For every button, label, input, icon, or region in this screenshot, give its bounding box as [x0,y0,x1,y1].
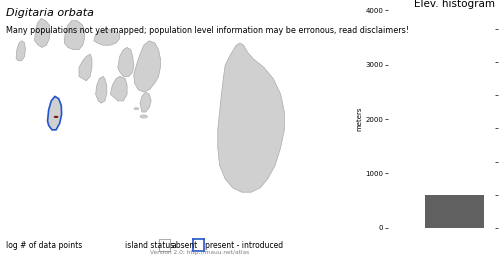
Polygon shape [64,21,84,50]
Text: absent: absent [171,241,197,250]
Text: log # of data points: log # of data points [6,241,82,250]
Polygon shape [48,97,62,130]
Bar [425,195,484,228]
Polygon shape [34,18,50,47]
Polygon shape [94,30,120,45]
Text: Version 2.0; http://mauu.net/atlas: Version 2.0; http://mauu.net/atlas [150,250,250,255]
Ellipse shape [140,115,147,118]
Polygon shape [218,43,284,192]
Ellipse shape [54,116,59,118]
Polygon shape [118,47,134,76]
Text: present - introduced: present - introduced [205,241,283,250]
Text: Many populations not yet mapped; population level information may be erronous, r: Many populations not yet mapped; populat… [6,26,409,35]
Polygon shape [79,54,92,81]
Polygon shape [16,41,26,61]
Text: Elev. histogram: Elev. histogram [414,0,495,9]
Y-axis label: meters: meters [356,107,362,131]
Polygon shape [110,76,127,101]
Polygon shape [96,76,107,103]
Ellipse shape [134,108,139,110]
Polygon shape [134,41,160,92]
Text: island status: island status [125,241,174,250]
Polygon shape [140,92,151,112]
Text: Digitaria orbata: Digitaria orbata [6,8,94,18]
